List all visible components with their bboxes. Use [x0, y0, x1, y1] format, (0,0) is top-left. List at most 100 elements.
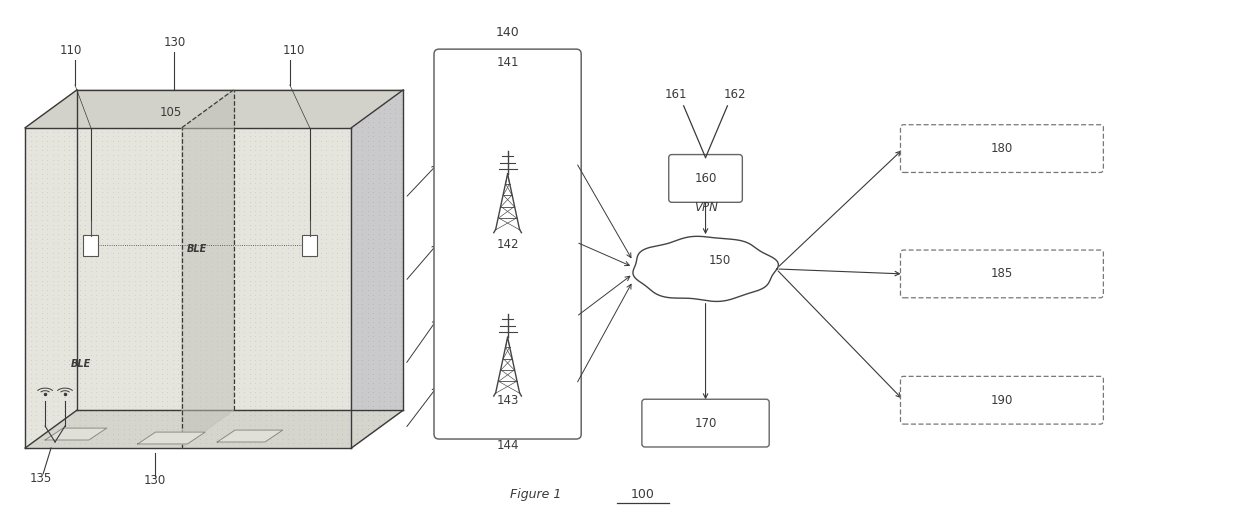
Point: [135, 356, 155, 364]
Point: [64, 370, 84, 378]
Point: [119, 188, 139, 196]
Point: [300, 197, 320, 206]
Point: [196, 314, 216, 322]
Point: [21, 188, 41, 196]
Point: [386, 407, 405, 415]
Point: [114, 407, 134, 415]
Point: [305, 258, 325, 266]
Point: [180, 193, 200, 201]
Point: [60, 211, 79, 220]
Point: [157, 132, 177, 141]
Point: [273, 398, 293, 406]
Point: [246, 188, 265, 196]
Point: [135, 277, 155, 285]
Point: [234, 188, 254, 196]
Point: [81, 402, 100, 410]
Point: [273, 197, 293, 206]
Point: [363, 323, 383, 331]
Point: [174, 170, 193, 178]
Point: [234, 407, 254, 415]
Point: [386, 323, 405, 331]
Point: [339, 351, 358, 359]
Point: [234, 425, 254, 434]
Point: [180, 188, 200, 196]
Point: [32, 360, 52, 369]
Point: [87, 295, 107, 303]
Point: [239, 439, 259, 447]
Point: [98, 435, 118, 443]
Point: [196, 244, 216, 252]
FancyBboxPatch shape: [668, 155, 743, 202]
Point: [119, 179, 139, 187]
Point: [141, 365, 161, 373]
Point: [379, 174, 399, 183]
Point: [69, 156, 89, 164]
Point: [363, 123, 383, 131]
Point: [162, 332, 182, 341]
Point: [300, 170, 320, 178]
Point: [332, 160, 352, 169]
Point: [300, 365, 320, 373]
Point: [332, 295, 352, 303]
Point: [157, 184, 177, 192]
Point: [207, 263, 227, 271]
Point: [157, 291, 177, 299]
Point: [239, 356, 259, 364]
Point: [64, 384, 84, 392]
Point: [347, 249, 367, 257]
Point: [262, 300, 281, 308]
Point: [60, 221, 79, 229]
Point: [42, 286, 62, 294]
Point: [26, 128, 46, 136]
Point: [42, 305, 62, 313]
Point: [352, 160, 372, 169]
Point: [191, 202, 211, 210]
Point: [103, 332, 123, 341]
Point: [37, 221, 57, 229]
Point: [174, 370, 193, 378]
Point: [87, 211, 107, 220]
Point: [53, 407, 73, 415]
Point: [327, 253, 347, 262]
Point: [114, 323, 134, 331]
Point: [300, 439, 320, 447]
Point: [76, 156, 95, 164]
Point: [368, 402, 388, 410]
Point: [87, 342, 107, 350]
Point: [98, 132, 118, 141]
Point: [379, 402, 399, 410]
Point: [321, 439, 341, 447]
Point: [311, 351, 331, 359]
Point: [289, 184, 309, 192]
Point: [162, 216, 182, 224]
Point: [379, 393, 399, 401]
Point: [250, 128, 270, 136]
Point: [174, 356, 193, 364]
Point: [300, 407, 320, 415]
Point: [305, 156, 325, 164]
Point: [53, 309, 73, 317]
Point: [26, 151, 46, 159]
Point: [92, 132, 112, 141]
Point: [42, 384, 62, 392]
Point: [174, 225, 193, 234]
Point: [278, 425, 298, 434]
Point: [327, 318, 347, 327]
Point: [108, 184, 128, 192]
Point: [146, 286, 166, 294]
Point: [368, 253, 388, 262]
Point: [223, 421, 243, 429]
Point: [228, 272, 248, 280]
Point: [321, 156, 341, 164]
Point: [48, 421, 68, 429]
Point: [339, 128, 358, 136]
Point: [391, 188, 410, 196]
Point: [341, 421, 361, 429]
Point: [379, 309, 399, 317]
Point: [368, 263, 388, 271]
Point: [141, 388, 161, 397]
Point: [207, 179, 227, 187]
Point: [228, 416, 248, 424]
Point: [81, 174, 100, 183]
Point: [391, 207, 410, 215]
